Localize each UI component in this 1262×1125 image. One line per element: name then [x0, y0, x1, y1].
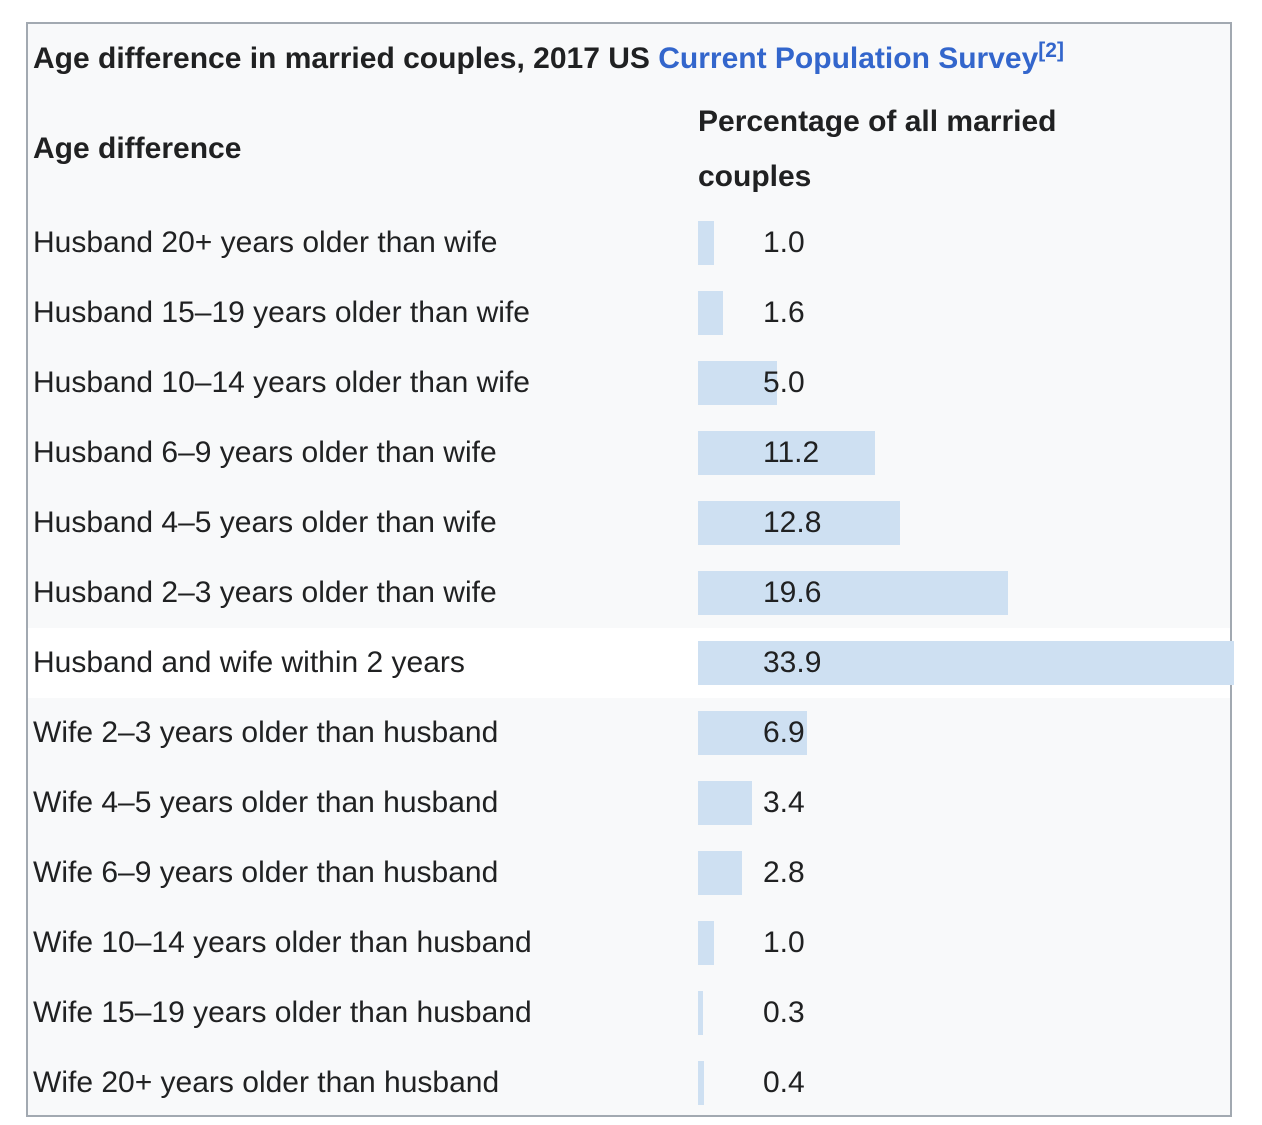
row-value-cell: 12.8 — [698, 488, 1230, 558]
percentage-bar — [698, 781, 752, 825]
row-label: Wife 6–9 years older than husband — [33, 856, 499, 889]
table-row: Wife 2–3 years older than husband 6.9 — [28, 698, 1230, 768]
row-label: Wife 15–19 years older than husband — [33, 996, 532, 1029]
percentage-bar — [698, 361, 777, 405]
row-value: 5.0 — [763, 366, 805, 399]
table-row: Husband 2–3 years older than wife 19.6 — [28, 558, 1230, 628]
row-label: Wife 10–14 years older than husband — [33, 926, 532, 959]
row-value: 19.6 — [763, 576, 822, 609]
row-value-cell: 2.8 — [698, 838, 1230, 908]
column-header-age-difference: Age difference — [33, 131, 242, 165]
percentage-bar — [698, 1061, 704, 1105]
row-value-cell: 3.4 — [698, 768, 1230, 838]
table-caption: Age difference in married couples, 2017 … — [28, 24, 1230, 89]
row-label: Husband 6–9 years older than wife — [33, 436, 497, 469]
table-row: Husband and wife within 2 years 33.9 — [28, 628, 1234, 698]
table-row: Wife 15–19 years older than husband 0.3 — [28, 978, 1230, 1048]
row-value: 11.2 — [763, 436, 820, 469]
row-label: Husband and wife within 2 years — [33, 646, 465, 679]
column-header-percentage-line2: couples — [698, 159, 812, 193]
table-row: Wife 20+ years older than husband 0.4 — [28, 1048, 1230, 1118]
row-value-cell: 0.4 — [698, 1048, 1230, 1118]
row-value-cell: 0.3 — [698, 978, 1230, 1048]
row-value-cell: 5.0 — [698, 348, 1230, 418]
reference-2-link[interactable]: [2] — [1038, 39, 1064, 62]
row-value: 1.0 — [763, 226, 805, 259]
table-row: Wife 10–14 years older than husband 1.0 — [28, 908, 1230, 978]
row-label: Husband 2–3 years older than wife — [33, 576, 497, 609]
column-header-percentage-line1: Percentage of all married — [698, 104, 1057, 138]
row-value-cell: 19.6 — [698, 558, 1230, 628]
row-value: 1.6 — [763, 296, 805, 329]
row-value-cell: 33.9 — [698, 628, 1234, 698]
row-label: Husband 4–5 years older than wife — [33, 506, 497, 539]
row-value: 0.3 — [763, 996, 805, 1029]
table-row: Husband 4–5 years older than wife 12.8 — [28, 488, 1230, 558]
column-header-percentage: Percentage of all married couples — [698, 94, 1056, 204]
row-label: Husband 15–19 years older than wife — [33, 296, 530, 329]
percentage-bar — [698, 991, 703, 1035]
percentage-bar — [698, 711, 807, 755]
row-value: 3.4 — [763, 786, 805, 819]
row-value: 33.9 — [763, 646, 822, 679]
row-label: Husband 20+ years older than wife — [33, 226, 498, 259]
percentage-bar — [698, 921, 714, 965]
table-row: Husband 20+ years older than wife 1.0 — [28, 208, 1230, 278]
row-label: Wife 20+ years older than husband — [33, 1066, 500, 1099]
row-value: 2.8 — [763, 856, 805, 889]
table-title-text: Age difference in married couples, 2017 … — [33, 42, 650, 75]
table-header-row: Age difference Percentage of all married… — [28, 89, 1230, 208]
row-value: 1.0 — [763, 926, 805, 959]
row-value-cell: 6.9 — [698, 698, 1230, 768]
row-value-cell: 1.6 — [698, 278, 1230, 348]
table-row: Wife 4–5 years older than husband 3.4 — [28, 768, 1230, 838]
table-row: Husband 6–9 years older than wife 11.2 — [28, 418, 1230, 488]
percentage-bar — [698, 571, 1008, 615]
table-row: Husband 15–19 years older than wife 1.6 — [28, 278, 1230, 348]
row-value-cell: 1.0 — [698, 908, 1230, 978]
current-population-survey-link[interactable]: Current Population Survey — [658, 42, 1039, 75]
row-value: 6.9 — [763, 716, 805, 749]
row-value-cell: 1.0 — [698, 208, 1230, 278]
row-label: Wife 2–3 years older than husband — [33, 716, 499, 749]
percentage-bar — [698, 221, 714, 265]
table-row: Husband 10–14 years older than wife 5.0 — [28, 348, 1230, 418]
percentage-bar — [698, 501, 900, 545]
percentage-bar — [698, 851, 742, 895]
row-label: Husband 10–14 years older than wife — [33, 366, 530, 399]
row-value: 0.4 — [763, 1066, 805, 1099]
row-value: 12.8 — [763, 506, 822, 539]
age-difference-table: Age difference in married couples, 2017 … — [26, 22, 1234, 1118]
row-value-cell: 11.2 — [698, 418, 1230, 488]
percentage-bar — [698, 431, 875, 475]
percentage-bar — [698, 641, 1234, 685]
row-label: Wife 4–5 years older than husband — [33, 786, 499, 819]
percentage-bar — [698, 291, 723, 335]
table-body: Husband 20+ years older than wife 1.0 Hu… — [28, 208, 1234, 1118]
table-row: Wife 6–9 years older than husband 2.8 — [28, 838, 1230, 908]
